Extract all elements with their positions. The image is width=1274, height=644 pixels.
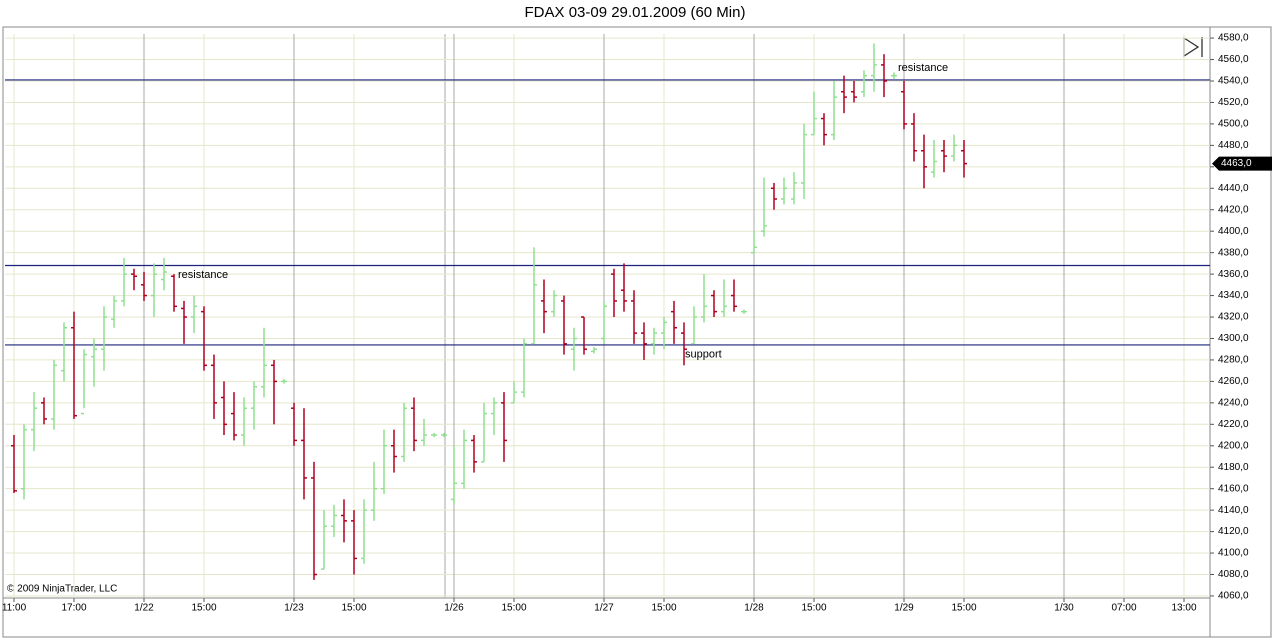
x-tick-label: 15:00 — [341, 603, 366, 614]
x-tick-label: 15:00 — [191, 603, 216, 614]
y-tick-label: 4100,0 — [1218, 548, 1249, 559]
y-tick-label: 4240,0 — [1218, 397, 1249, 408]
y-tick-label: 4420,0 — [1218, 204, 1249, 215]
x-tick-label: 07:00 — [1111, 603, 1136, 614]
last-price-label: 4463,0 — [1221, 158, 1252, 169]
y-tick-label: 4360,0 — [1218, 269, 1249, 280]
annotation: support — [685, 348, 722, 360]
x-tick-label: 1/22 — [134, 603, 154, 614]
x-tick-label: 1/26 — [444, 603, 464, 614]
x-tick-label: 1/30 — [1054, 603, 1074, 614]
x-tick-label: 17:00 — [61, 603, 86, 614]
x-tick-label: 15:00 — [501, 603, 526, 614]
y-tick-label: 4340,0 — [1218, 290, 1249, 301]
y-tick-label: 4540,0 — [1218, 76, 1249, 87]
y-tick-label: 4380,0 — [1218, 247, 1249, 258]
y-tick-label: 4480,0 — [1218, 140, 1249, 151]
y-tick-label: 4300,0 — [1218, 333, 1249, 344]
annotation: resistance — [898, 62, 948, 74]
last-price-tag — [1212, 156, 1272, 171]
y-tick-label: 4080,0 — [1218, 569, 1249, 580]
y-tick-label: 4140,0 — [1218, 505, 1249, 516]
y-tick-label: 4200,0 — [1218, 440, 1249, 451]
y-tick-label: 4280,0 — [1218, 355, 1249, 366]
y-tick-label: 4320,0 — [1218, 312, 1249, 323]
y-tick-label: 4520,0 — [1218, 97, 1249, 108]
y-tick-label: 4220,0 — [1218, 419, 1249, 430]
x-tick-label: 13:00 — [1171, 603, 1196, 614]
y-tick-label: 4260,0 — [1218, 376, 1249, 387]
copyright: © 2009 NinjaTrader, LLC — [7, 584, 117, 595]
y-tick-label: 4160,0 — [1218, 483, 1249, 494]
x-tick-label: 1/27 — [594, 603, 614, 614]
x-tick-label: 1/29 — [894, 603, 914, 614]
y-tick-label: 4400,0 — [1218, 226, 1249, 237]
y-tick-label: 4180,0 — [1218, 462, 1249, 473]
y-tick-label: 4120,0 — [1218, 526, 1249, 537]
x-tick-label: 1/28 — [744, 603, 764, 614]
y-tick-label: 4440,0 — [1218, 183, 1249, 194]
y-tick-label: 4560,0 — [1218, 54, 1249, 65]
x-tick-label: 11:00 — [2, 603, 27, 614]
y-tick-label: 4500,0 — [1218, 119, 1249, 130]
x-tick-label: 15:00 — [651, 603, 676, 614]
annotation: resistance — [178, 269, 228, 281]
chart-title: FDAX 03-09 29.01.2009 (60 Min) — [525, 4, 746, 21]
y-tick-label: 4060,0 — [1218, 591, 1249, 602]
frame — [2, 26, 1272, 638]
y-tick-label: 4580,0 — [1218, 33, 1249, 44]
x-tick-label: 15:00 — [801, 603, 826, 614]
x-tick-label: 15:00 — [951, 603, 976, 614]
x-tick-label: 1/23 — [284, 603, 304, 614]
